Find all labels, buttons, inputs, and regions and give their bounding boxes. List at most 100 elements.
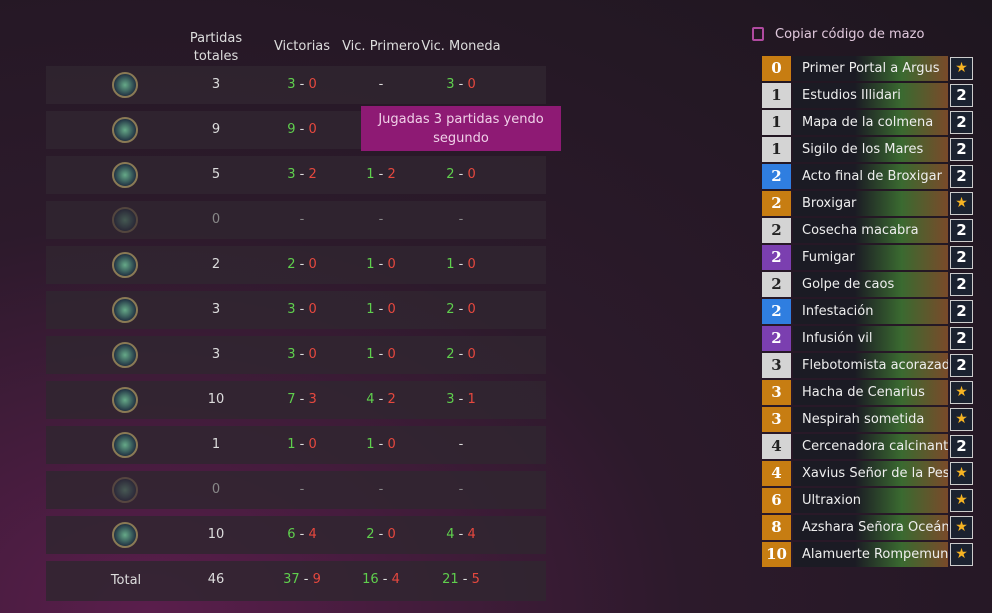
losses: 0 bbox=[467, 302, 476, 317]
card-row[interactable]: 3 Hacha de Cenarius ★ bbox=[762, 380, 973, 405]
separator: - bbox=[458, 77, 464, 92]
separator: - bbox=[299, 167, 305, 182]
card-row[interactable]: 2 Cosecha macabra 2 bbox=[762, 218, 973, 243]
separator: - bbox=[378, 347, 384, 362]
card-row[interactable]: 2 Broxigar ★ bbox=[762, 191, 973, 216]
win-loss: 3 - 0 bbox=[421, 66, 501, 104]
separator: - bbox=[378, 257, 384, 272]
win-loss: 16 - 4 bbox=[341, 561, 421, 599]
win-loss: 3 - 0 bbox=[262, 66, 342, 104]
card-name: Fumigar bbox=[793, 245, 948, 270]
card-count: 2 bbox=[950, 219, 973, 242]
class-icon bbox=[112, 207, 138, 233]
card-name: Azshara Señora Oceánic bbox=[793, 515, 948, 540]
legendary-star: ★ bbox=[950, 516, 973, 539]
card-name: Golpe de caos bbox=[793, 272, 948, 297]
win-loss: 2 - 0 bbox=[262, 246, 342, 284]
class-icon bbox=[112, 252, 138, 278]
win-loss: 7 - 3 bbox=[262, 381, 342, 419]
legendary-star: ★ bbox=[950, 462, 973, 485]
card-row[interactable]: 1 Sigilo de los Mares 2 bbox=[762, 137, 973, 162]
wins: 3 bbox=[287, 167, 296, 182]
card-row[interactable]: 3 Flebotomista acorazado 2 bbox=[762, 353, 973, 378]
card-row[interactable]: 1 Mapa de la colmena 2 bbox=[762, 110, 973, 135]
copy-deck-code[interactable]: Copiar código de mazo bbox=[775, 27, 925, 42]
wins: 2 bbox=[287, 257, 296, 272]
card-count: 2 bbox=[950, 84, 973, 107]
stats-row: 0 - - - bbox=[46, 471, 546, 509]
legendary-star: ★ bbox=[950, 192, 973, 215]
card-row[interactable]: 2 Infestación 2 bbox=[762, 299, 973, 324]
separator: - bbox=[458, 392, 464, 407]
card-cost: 2 bbox=[762, 191, 791, 216]
card-row[interactable]: 10 Alamuerte Rompemund ★ bbox=[762, 542, 973, 567]
card-row[interactable]: 8 Azshara Señora Oceánic ★ bbox=[762, 515, 973, 540]
losses: 9 bbox=[312, 572, 321, 587]
wins: 9 bbox=[287, 122, 296, 137]
empty-cell: - bbox=[378, 77, 384, 92]
card-cost: 2 bbox=[762, 326, 791, 351]
total-games: 3 bbox=[211, 302, 221, 317]
card-name: Estudios Illidari bbox=[793, 83, 948, 108]
total-label: Total bbox=[110, 573, 142, 588]
total-games: 9 bbox=[211, 122, 221, 137]
card-row[interactable]: 3 Nespirah sometida ★ bbox=[762, 407, 973, 432]
total-games: 3 bbox=[211, 77, 221, 92]
card-row[interactable]: 2 Fumigar 2 bbox=[762, 245, 973, 270]
card-cost: 3 bbox=[762, 380, 791, 405]
card-row[interactable]: 0 Primer Portal a Argus ★ bbox=[762, 56, 973, 81]
empty-cell: - bbox=[299, 482, 305, 497]
card-cost: 1 bbox=[762, 137, 791, 162]
losses: 0 bbox=[387, 302, 396, 317]
win-loss: 21 - 5 bbox=[421, 561, 501, 599]
separator: - bbox=[378, 437, 384, 452]
card-count: 2 bbox=[950, 246, 973, 269]
class-icon bbox=[112, 72, 138, 98]
card-row[interactable]: 2 Acto final de Broxigar 2 bbox=[762, 164, 973, 189]
card-count: 2 bbox=[950, 435, 973, 458]
losses: 0 bbox=[387, 257, 396, 272]
win-loss: 1 - 0 bbox=[341, 336, 421, 374]
class-icon bbox=[112, 117, 138, 143]
copy-icon[interactable] bbox=[752, 27, 764, 41]
card-cost: 6 bbox=[762, 488, 791, 513]
card-name: Hacha de Cenarius bbox=[793, 380, 948, 405]
losses: 4 bbox=[308, 527, 317, 542]
win-loss: 1 - 0 bbox=[341, 291, 421, 329]
card-cost: 2 bbox=[762, 218, 791, 243]
card-row[interactable]: 2 Infusión vil 2 bbox=[762, 326, 973, 351]
empty-cell: - bbox=[458, 482, 464, 497]
card-cost: 8 bbox=[762, 515, 791, 540]
losses: 4 bbox=[467, 527, 476, 542]
card-row[interactable]: 4 Cercenadora calcinante 2 bbox=[762, 434, 973, 459]
empty-cell: - bbox=[458, 437, 464, 452]
stats-row: 0 - - - bbox=[46, 201, 546, 239]
card-row[interactable]: 1 Estudios Illidari 2 bbox=[762, 83, 973, 108]
card-cost: 2 bbox=[762, 299, 791, 324]
win-loss: 1 - 0 bbox=[341, 426, 421, 464]
class-icon bbox=[112, 342, 138, 368]
card-row[interactable]: 2 Golpe de caos 2 bbox=[762, 272, 973, 297]
separator: - bbox=[299, 392, 305, 407]
card-count: 2 bbox=[950, 138, 973, 161]
card-cost: 2 bbox=[762, 245, 791, 270]
card-row[interactable]: 6 Ultraxion ★ bbox=[762, 488, 973, 513]
win-loss: 2 - 0 bbox=[421, 156, 501, 194]
losses: 0 bbox=[387, 347, 396, 362]
column-header: Vic. Primero bbox=[342, 39, 420, 54]
wins: 3 bbox=[287, 77, 296, 92]
wins: 1 bbox=[366, 257, 375, 272]
card-name: Broxigar bbox=[793, 191, 948, 216]
win-loss: 1 - 2 bbox=[341, 156, 421, 194]
separator: - bbox=[462, 572, 468, 587]
win-loss: 4 - 4 bbox=[421, 516, 501, 554]
class-icon bbox=[112, 387, 138, 413]
win-loss: 1 - 0 bbox=[262, 426, 342, 464]
card-name: Alamuerte Rompemund bbox=[793, 542, 948, 567]
wins: 1 bbox=[446, 257, 455, 272]
separator: - bbox=[299, 437, 305, 452]
win-loss: 3 - 2 bbox=[262, 156, 342, 194]
separator: - bbox=[382, 572, 388, 587]
